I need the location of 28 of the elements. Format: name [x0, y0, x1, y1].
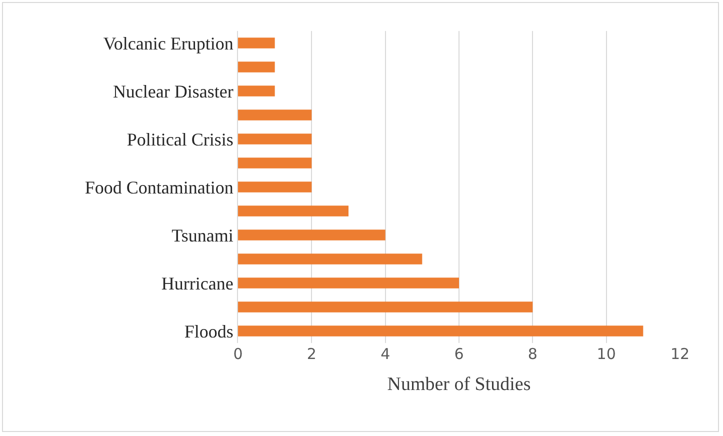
bar: [238, 278, 459, 288]
bar: [238, 254, 422, 264]
x-tick-label: 10: [596, 345, 616, 363]
x-axis-title: Number of Studies: [387, 374, 531, 395]
bar: [238, 134, 312, 144]
y-tick-label: Nuclear Disaster: [112, 81, 234, 102]
y-tick-label: Hurricane: [161, 273, 234, 294]
y-tick-label: Volcanic Eruption: [103, 33, 234, 54]
bar: [238, 110, 312, 120]
bar: [238, 206, 348, 216]
bar: [238, 326, 644, 336]
x-tick-label: 6: [454, 345, 464, 363]
bar: [238, 230, 386, 240]
x-tick-label: 4: [380, 345, 390, 363]
bar: [238, 86, 275, 96]
bar: [238, 302, 533, 312]
bar: [238, 62, 275, 72]
x-tick-label: 0: [233, 345, 243, 363]
x-tick-label: 12: [670, 345, 690, 363]
bar: [238, 158, 312, 168]
y-tick-label: Tsunami: [172, 225, 234, 246]
y-tick-label: Political Crisis: [126, 129, 234, 150]
x-tick-label: 2: [306, 345, 316, 363]
bar: [238, 38, 275, 48]
y-tick-label: Food Contamination: [84, 177, 234, 198]
bar: [238, 182, 312, 192]
y-tick-label: Floods: [184, 321, 234, 342]
x-tick-label: 8: [528, 345, 538, 363]
